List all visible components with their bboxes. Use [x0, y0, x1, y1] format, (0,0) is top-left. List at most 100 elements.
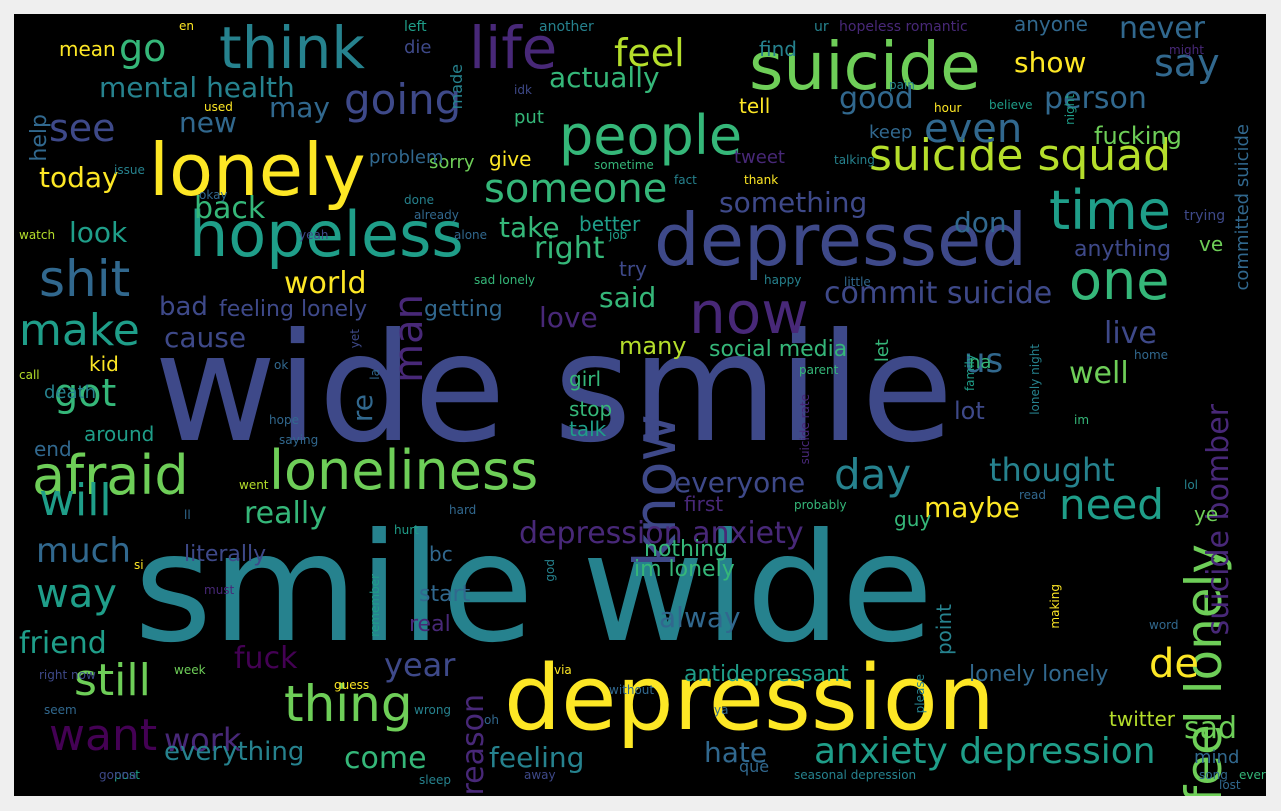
word-147: already [414, 208, 459, 222]
word-96: start [419, 582, 471, 607]
word-192: post [114, 768, 140, 782]
word-33: feel [614, 31, 685, 75]
word-113: point [932, 604, 956, 656]
word-73: actually [549, 61, 660, 94]
word-123: que [739, 757, 770, 776]
word-182: week [174, 663, 206, 677]
word-29: even [924, 106, 1023, 152]
word-2: depression [504, 646, 995, 751]
word-5: suicide [749, 28, 981, 105]
word-49: reason [456, 694, 491, 796]
word-168: suicide rate [798, 394, 812, 465]
word-199: lost [1219, 778, 1241, 792]
word-67: love [539, 301, 598, 334]
word-139: okay [199, 188, 228, 202]
word-195: sleep [419, 773, 451, 787]
word-134: might [1169, 43, 1204, 57]
word-176: si [134, 558, 144, 572]
word-95: literally [184, 542, 267, 567]
word-150: yeah [299, 228, 329, 242]
word-148: night [1063, 94, 1077, 125]
word-189: wrong [414, 703, 452, 717]
word-188: oh [484, 713, 499, 727]
word-145: believe [989, 98, 1033, 112]
word-26: going [344, 75, 462, 124]
word-138: issue [114, 163, 145, 177]
word-185: without [609, 683, 655, 697]
word-71: don [954, 206, 1007, 239]
word-173: ll [184, 508, 191, 522]
word-77: hate [704, 736, 768, 769]
word-116: ye [1194, 502, 1219, 526]
word-177: god [543, 559, 557, 582]
word-171: lol [1184, 478, 1199, 492]
word-179: remember [368, 574, 382, 637]
word-125: anyone [1014, 14, 1088, 36]
word-105: give [489, 147, 532, 171]
word-194: away [524, 768, 556, 782]
word-79: cause [164, 321, 247, 354]
word-115: ve [1199, 232, 1224, 256]
word-52: work [164, 721, 242, 759]
word-106: sorry [429, 152, 475, 173]
word-81: many [619, 332, 687, 360]
word-103: find [759, 37, 797, 61]
word-86: feeling lonely [219, 297, 368, 322]
word-119: first [684, 492, 724, 516]
word-88: social media [709, 337, 848, 362]
word-47: us [964, 341, 1004, 381]
word-34: see [49, 106, 116, 150]
word-197: song [1199, 768, 1228, 782]
word-0: wide smile [154, 302, 954, 476]
word-64: something [719, 186, 868, 219]
word-44: everyone [674, 466, 806, 499]
word-136: idk [514, 83, 532, 97]
word-42: mental health [99, 71, 295, 104]
word-151: alone [454, 228, 488, 242]
word-76: feeling [489, 741, 585, 774]
word-74: new [179, 106, 237, 139]
word-174: hurt [394, 523, 419, 537]
word-45: person [1044, 81, 1147, 116]
word-36: got [54, 371, 117, 415]
word-118: bc [429, 542, 453, 566]
word-146: done [404, 193, 434, 207]
word-170: probably [794, 498, 847, 512]
word-93: twitter [1109, 707, 1175, 731]
word-17: suicide squad [869, 130, 1172, 181]
word-1: smile wide [134, 502, 934, 676]
word-129: left [404, 19, 427, 35]
word-7: loneliness [269, 439, 539, 502]
word-62: right [534, 231, 605, 266]
word-15: one [1069, 249, 1170, 312]
word-20: thing [284, 675, 413, 733]
word-83: help [27, 114, 52, 162]
word-180: making [1048, 584, 1062, 629]
word-158: yet [348, 329, 362, 349]
word-142: thank [744, 173, 779, 187]
word-6: hopeless [189, 198, 464, 271]
word-48: year [384, 646, 456, 684]
word-186: please [913, 674, 927, 714]
word-155: happy [764, 273, 802, 287]
word-122: na [969, 352, 992, 373]
word-102: mean [59, 37, 116, 61]
word-152: job [609, 228, 628, 242]
word-98: stop [569, 397, 613, 421]
word-141: fact [674, 173, 697, 187]
word-82: lot [954, 397, 985, 425]
word-130: another [539, 19, 594, 35]
word-133: pain [889, 78, 915, 92]
word-144: hour [934, 101, 962, 115]
word-89: nothing [644, 537, 728, 562]
word-124: mind [1194, 747, 1240, 768]
word-23: will [39, 475, 112, 526]
word-24: way [36, 571, 117, 617]
word-25: someone [484, 166, 668, 212]
word-31: man [386, 294, 432, 383]
word-175: hard [449, 503, 477, 517]
word-109: keep [869, 122, 913, 143]
word-178: must [204, 583, 235, 597]
word-87: getting [424, 297, 503, 322]
word-46: never [1119, 14, 1206, 46]
